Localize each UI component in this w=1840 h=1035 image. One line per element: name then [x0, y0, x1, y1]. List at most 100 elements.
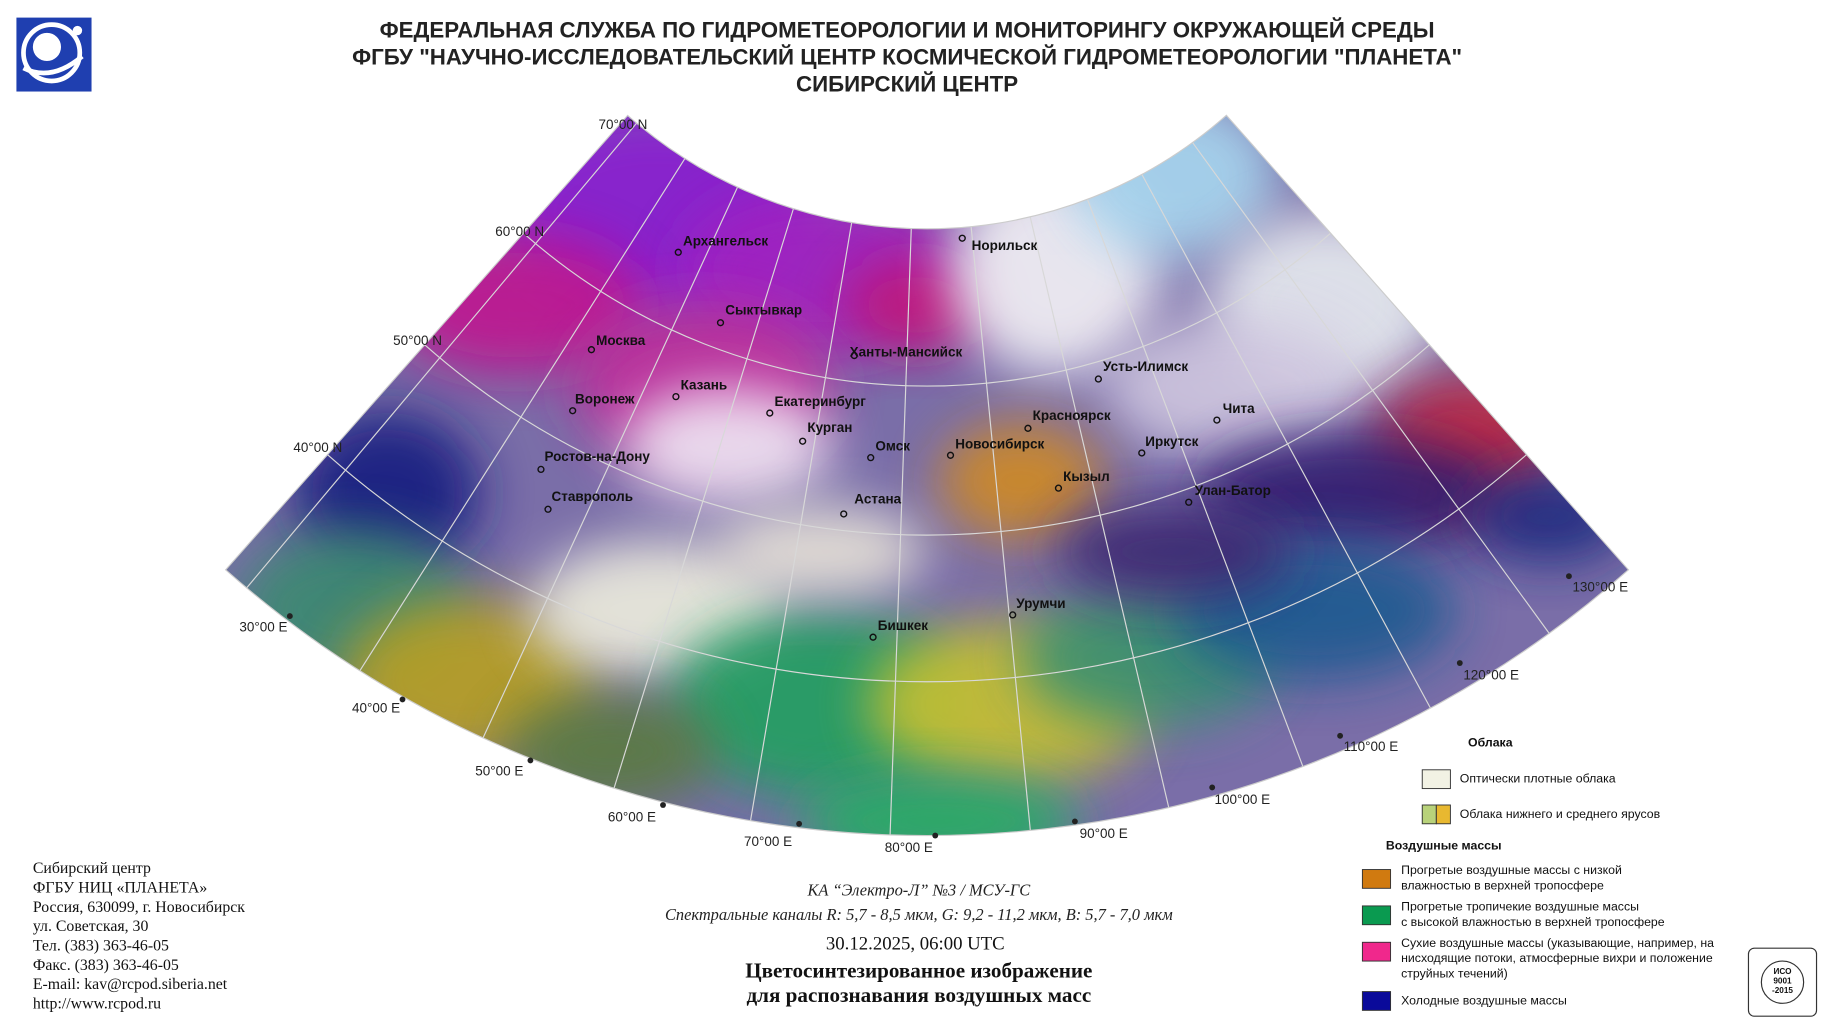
city-label: Астана — [854, 491, 901, 506]
longitude-marker — [1565, 573, 1572, 580]
latitude-label: 70°00 N — [598, 117, 647, 132]
city-marker — [799, 437, 807, 445]
contact-line: Тел. (383) 363-46-05 — [33, 938, 169, 955]
caption-title: Цветосинтезированное изображение — [745, 958, 1092, 982]
city-label: Усть-Илимск — [1103, 359, 1188, 374]
badge-ring — [1760, 960, 1805, 1004]
legend-label: Прогретые тропичекие воздушные массы — [1401, 900, 1639, 914]
longitude-line — [1192, 142, 1550, 634]
city-marker — [1009, 611, 1017, 619]
city-label: Ханты-Мансийск — [850, 345, 963, 360]
city-label: Урумчи — [1016, 596, 1065, 611]
city-marker — [569, 407, 577, 415]
city-label: Омск — [875, 439, 910, 454]
city-label: Воронеж — [575, 392, 635, 407]
latitude-line — [327, 454, 1527, 683]
legend-title: Воздушные массы — [1386, 839, 1502, 853]
legend-label: с высокой влажностью в верхней тропосфер… — [1401, 915, 1665, 929]
air-mass — [1056, 504, 1291, 599]
air-mass — [504, 692, 716, 810]
longitude-marker — [1071, 818, 1078, 825]
city-marker — [672, 392, 680, 401]
city-marker — [544, 505, 552, 513]
city-label: Красноярск — [1033, 408, 1111, 423]
latitude-line — [523, 232, 1331, 387]
legend-swatch — [1421, 804, 1437, 825]
air-mass — [1103, 316, 1362, 458]
longitude-label: 100°00 E — [1215, 792, 1271, 807]
longitude-line — [749, 222, 853, 821]
longitude-marker — [796, 820, 803, 827]
map — [224, 114, 1630, 837]
city-label: Улан-Батор — [1195, 483, 1271, 498]
map-border — [224, 114, 1630, 837]
contact-line: http://www.rcpod.ru — [33, 996, 161, 1013]
latitude-label: 60°00 N — [495, 224, 544, 239]
air-mass — [621, 387, 834, 505]
contact-line: Факс. (383) 363-46-05 — [33, 957, 179, 974]
longitude-marker — [1337, 732, 1344, 739]
city-label: Норильск — [972, 238, 1038, 253]
city-marker — [716, 319, 725, 327]
longitude-line — [246, 122, 638, 589]
city-marker — [1138, 449, 1146, 457]
air-mass — [844, 258, 986, 353]
longitude-line — [889, 228, 912, 835]
badge-text: -2015 — [1772, 986, 1793, 995]
longitude-marker — [1209, 784, 1216, 791]
legend-swatch — [1361, 905, 1392, 926]
latitude-label: 50°00 N — [393, 333, 442, 348]
longitude-line — [482, 186, 739, 739]
legend-label: нисходящие потоки, атмосферные вихри и п… — [1401, 951, 1713, 965]
contact-line: Россия, 630099, г. Новосибирск — [33, 899, 245, 916]
city-marker — [850, 351, 858, 360]
latitude-line — [424, 344, 1430, 536]
longitude-label: 120°00 E — [1463, 667, 1519, 682]
legend-title: Облака — [1468, 735, 1513, 749]
city-label: Иркутск — [1145, 434, 1198, 449]
city-marker — [1024, 424, 1032, 432]
city-label: Сыктывкар — [725, 302, 802, 317]
longitude-label: 30°00 E — [239, 619, 287, 634]
city-marker — [674, 248, 682, 256]
city-marker — [840, 510, 848, 518]
city-label: Ростов-на-Дону — [544, 449, 650, 464]
longitude-marker — [286, 613, 293, 620]
contact-line: Сибирский центр — [33, 860, 151, 877]
city-label: Екатеринбург — [774, 394, 866, 409]
longitude-line — [613, 208, 795, 789]
longitude-marker — [1456, 660, 1463, 666]
city-label: Архангельск — [683, 233, 768, 248]
city-marker — [1094, 375, 1103, 383]
longitude-label: 110°00 E — [1344, 739, 1399, 754]
legend-label: Сухие воздушные массы (указывающие, напр… — [1401, 936, 1714, 950]
longitude-label: 130°00 E — [1572, 579, 1628, 594]
city-marker — [1213, 416, 1221, 424]
caption-channels: Спектральные каналы R: 5,7 - 8,5 мкм, G:… — [665, 905, 1173, 924]
legend-label: влажностью в верхней тропосфере — [1401, 878, 1604, 892]
city-label: Чита — [1223, 401, 1255, 416]
longitude-line — [1029, 216, 1170, 808]
city-marker — [537, 465, 545, 474]
badge-text: 9001 — [1773, 976, 1792, 985]
caption-satellite: КА “Электро-Л” №3 / МСУ-ГС — [806, 880, 1031, 899]
contact-line: ул. Советская, 30 — [33, 918, 149, 935]
longitude-label: 80°00 E — [885, 840, 933, 855]
longitude-line — [1086, 199, 1304, 767]
header-line: ФЕДЕРАЛЬНАЯ СЛУЖБА ПО ГИДРОМЕТЕОРОЛОГИИ … — [380, 18, 1435, 43]
city-label: Бишкек — [878, 618, 928, 633]
city-marker — [958, 234, 966, 242]
city-marker — [587, 346, 596, 354]
city-label: Кызыл — [1063, 469, 1110, 484]
legend-swatch — [1361, 869, 1392, 889]
latitude-label: 40°00 N — [293, 440, 342, 455]
city-marker — [1054, 484, 1063, 492]
air-mass — [797, 774, 1080, 836]
legend-swatch — [1361, 941, 1392, 962]
contact-line: E-mail: kav@rcpod.siberia.net — [33, 976, 228, 993]
longitude-label: 40°00 E — [352, 700, 400, 715]
city-marker — [766, 409, 774, 417]
header-line: СИБИРСКИЙ ЦЕНТР — [796, 72, 1018, 97]
